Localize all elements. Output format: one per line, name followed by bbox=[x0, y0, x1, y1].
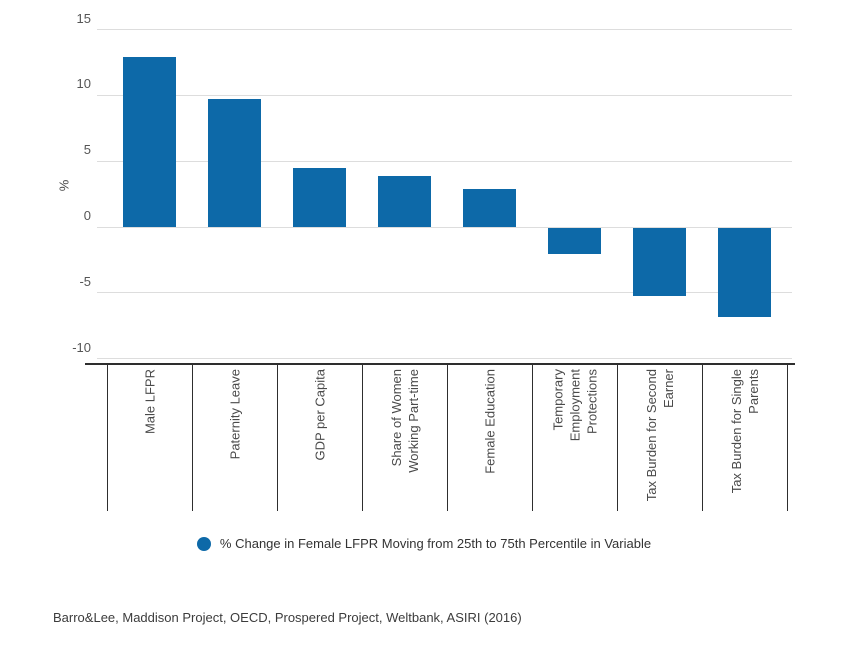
category-cell: Male LFPR bbox=[107, 369, 192, 511]
gridline bbox=[97, 94, 792, 96]
y-tick-label: -5 bbox=[79, 273, 91, 289]
bar bbox=[718, 227, 771, 317]
category-cell: Paternity Leave bbox=[192, 369, 277, 511]
y-tick-label: 10 bbox=[76, 76, 91, 92]
category-cell: Female Education bbox=[447, 369, 532, 511]
category-tick bbox=[107, 365, 108, 511]
gridline bbox=[97, 29, 792, 31]
category-tick bbox=[447, 365, 448, 511]
gridline bbox=[97, 226, 792, 228]
gridline bbox=[97, 358, 792, 360]
category-tick bbox=[532, 365, 533, 511]
category-label: Temporary Employment Protections bbox=[550, 369, 599, 442]
category-label: Tax Burden for Single Parents bbox=[728, 369, 761, 494]
gridline bbox=[97, 160, 792, 162]
gridline bbox=[97, 292, 792, 294]
bar bbox=[123, 57, 176, 227]
category-tick bbox=[702, 365, 703, 511]
bar bbox=[293, 167, 346, 227]
category-cell: Tax Burden for Single Parents bbox=[702, 369, 787, 511]
bar bbox=[548, 227, 601, 254]
category-label: Tax Burden for Second Earner bbox=[643, 369, 676, 502]
legend: % Change in Female LFPR Moving from 25th… bbox=[0, 536, 848, 551]
category-cell: GDP per Capita bbox=[277, 369, 362, 511]
bar bbox=[633, 227, 686, 296]
category-label: GDP per Capita bbox=[312, 369, 327, 461]
legend-marker-icon bbox=[196, 536, 211, 551]
bar bbox=[463, 188, 516, 227]
y-tick-label: 0 bbox=[83, 208, 91, 223]
category-cell: Temporary Employment Protections bbox=[532, 369, 617, 511]
category-label: Female Education bbox=[482, 369, 497, 474]
y-tick-label: 15 bbox=[76, 10, 91, 26]
y-tick-label: -10 bbox=[72, 339, 91, 355]
bar bbox=[378, 175, 431, 227]
category-label: Share of Women Working Part-time bbox=[388, 369, 421, 473]
category-cell: Tax Burden for Second Earner bbox=[617, 369, 702, 511]
x-axis-line bbox=[85, 363, 795, 365]
bar bbox=[208, 99, 261, 227]
category-label: Male LFPR bbox=[142, 369, 157, 435]
category-tick bbox=[362, 365, 363, 511]
y-tick-label: 5 bbox=[83, 142, 91, 158]
category-label: Paternity Leave bbox=[227, 369, 242, 460]
legend-label: % Change in Female LFPR Moving from 25th… bbox=[219, 536, 652, 551]
y-axis-title: % bbox=[56, 179, 72, 192]
category-cell: Share of Women Working Part-time bbox=[362, 369, 447, 511]
category-tick bbox=[787, 365, 788, 511]
category-tick bbox=[617, 365, 618, 511]
category-tick bbox=[192, 365, 193, 511]
source-attribution: Barro&Lee, Maddison Project, OECD, Prosp… bbox=[53, 610, 522, 625]
category-tick bbox=[277, 365, 278, 511]
